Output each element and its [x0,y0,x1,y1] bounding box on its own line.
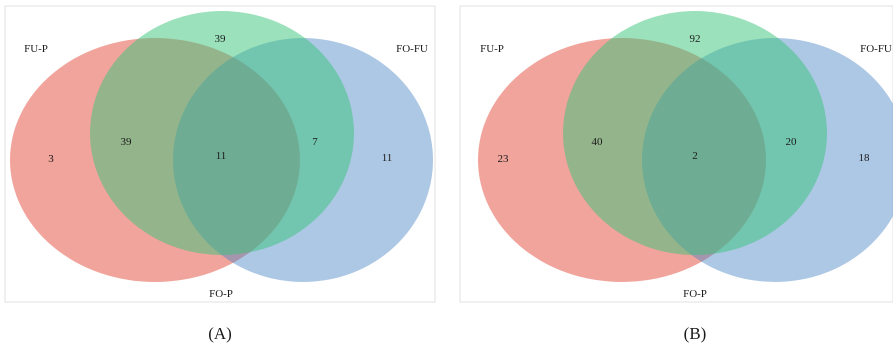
count-center: 11 [216,150,227,162]
set-ellipse-fo-fu [90,11,354,255]
set-label-right: FO-FU [396,43,428,55]
venn-diagram-a: FU-P FO-FU FO-P 39 3 39 11 7 11 [4,5,436,303]
set-ellipse-fo-fu [563,11,827,255]
set-label-left: FU-P [24,43,48,55]
count-left-only: 23 [498,153,510,165]
count-right-only: 11 [382,152,393,164]
count-right-only: 18 [859,152,871,164]
count-top-only: 92 [690,33,701,45]
set-label-right: FO-FU [860,43,892,55]
panel-caption: (B) [683,324,707,343]
count-center: 2 [692,150,698,162]
count-left-only: 3 [48,153,54,165]
panel-frame [459,5,893,303]
count-left-top: 40 [592,136,604,148]
panel-frame [4,5,436,303]
venn-diagram-b: FU-P FO-FU FO-P 92 23 40 2 20 18 [459,5,893,303]
set-label-left: FU-P [480,43,504,55]
set-label-bottom: FO-P [209,288,233,300]
count-top-only: 39 [215,33,227,45]
venn-panel-a: FU-P FO-FU FO-P 39 3 39 11 7 11 (A) [0,0,440,345]
count-left-top: 39 [121,136,133,148]
venn-panel-b: FU-P FO-FU FO-P 92 23 40 2 20 18 (B) [452,0,893,345]
count-top-right: 20 [786,136,798,148]
set-label-bottom: FO-P [683,288,707,300]
panel-caption: (A) [208,324,232,343]
count-top-right: 7 [312,136,318,148]
